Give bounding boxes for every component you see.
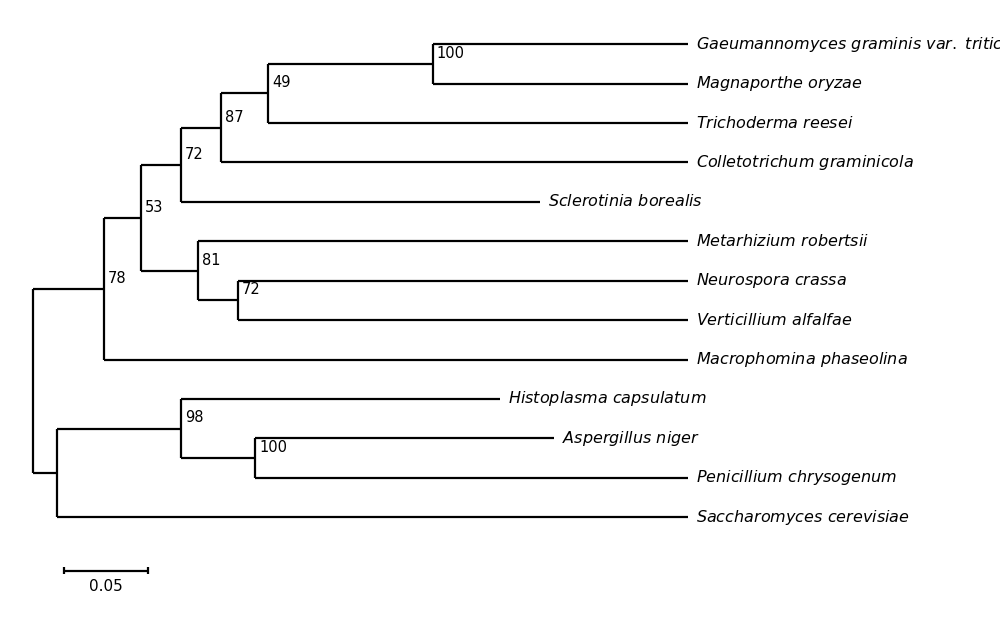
Text: 100: 100 xyxy=(437,46,465,60)
Text: $\it{Penicillium\ chrysogenum}$: $\it{Penicillium\ chrysogenum}$ xyxy=(696,468,897,488)
Text: $\it{Sclerotinia\ borealis}$: $\it{Sclerotinia\ borealis}$ xyxy=(548,193,703,210)
Text: 49: 49 xyxy=(272,75,291,90)
Text: $\it{Metarhizium\ robertsii}$: $\it{Metarhizium\ robertsii}$ xyxy=(696,233,869,249)
Text: $\it{Saccharomyces\ cerevisiae}$: $\it{Saccharomyces\ cerevisiae}$ xyxy=(696,508,910,527)
Text: 53: 53 xyxy=(145,200,163,215)
Text: 72: 72 xyxy=(185,147,204,162)
Text: 87: 87 xyxy=(225,110,244,125)
Text: $\it{Histoplasma\ capsulatum}$: $\it{Histoplasma\ capsulatum}$ xyxy=(508,389,707,408)
Text: $\it{Aspergillus\ niger}$: $\it{Aspergillus\ niger}$ xyxy=(562,429,700,448)
Text: $\it{Neurospora\ crassa}$: $\it{Neurospora\ crassa}$ xyxy=(696,271,847,290)
Text: 100: 100 xyxy=(259,440,287,455)
Text: $\it{Verticillium\ alfalfae}$: $\it{Verticillium\ alfalfae}$ xyxy=(696,312,852,329)
Text: $\it{Magnaporthe\ oryzae}$: $\it{Magnaporthe\ oryzae}$ xyxy=(696,74,863,93)
Text: $\it{Gaeumannomyces\ graminis\ var.\ tritici}$: $\it{Gaeumannomyces\ graminis\ var.\ tri… xyxy=(696,35,1000,54)
Text: $\it{Colletotrichum\ graminicola}$: $\it{Colletotrichum\ graminicola}$ xyxy=(696,153,914,172)
Text: 72: 72 xyxy=(242,282,261,297)
Text: 81: 81 xyxy=(202,253,220,268)
Text: 98: 98 xyxy=(185,410,204,425)
Text: 0.05: 0.05 xyxy=(89,579,123,594)
Text: $\it{Macrophomina\ phaseolina}$: $\it{Macrophomina\ phaseolina}$ xyxy=(696,350,908,369)
Text: 78: 78 xyxy=(108,270,127,285)
Text: $\it{Trichoderma\ reesei}$: $\it{Trichoderma\ reesei}$ xyxy=(696,115,854,132)
